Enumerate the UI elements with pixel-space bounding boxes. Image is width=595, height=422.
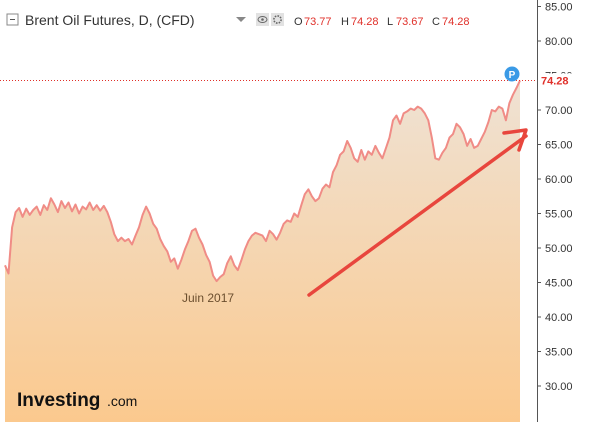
y-tick-label: 85.00	[545, 2, 573, 14]
ohlc-close-label: C	[432, 16, 440, 28]
gear-icon	[273, 15, 282, 24]
y-tick-label: 65.00	[545, 140, 573, 152]
logo-text: Investing	[17, 390, 100, 411]
trend-arrow	[307, 128, 528, 297]
y-tick-label: 70.00	[545, 105, 573, 117]
price-area	[5, 80, 520, 422]
annotation-label: Juin 2017	[182, 291, 234, 305]
chart-header: Brent Oil Futures, D, (CFD) O 73.77 H 74…	[6, 12, 470, 28]
last-price-value: 74.28	[541, 75, 569, 87]
ohlc-open-label: O	[294, 16, 303, 28]
ohlc-readout: O 73.77 H 74.28 L 73.67 C 74.28	[294, 16, 470, 28]
logo-suffix: .com	[107, 393, 137, 409]
y-tick-label: 35.00	[545, 347, 573, 359]
last-price-badge: 74.28	[538, 73, 573, 88]
eye-icon	[257, 16, 268, 23]
y-tick-label: 40.00	[545, 312, 573, 324]
y-tick-label: 50.00	[545, 243, 573, 255]
ohlc-high-value: 74.28	[351, 16, 379, 28]
y-tick-label: 80.00	[545, 36, 573, 48]
investing-logo: Investing .com	[17, 390, 137, 411]
price-line	[4, 80, 521, 283]
ohlc-low-label: L	[387, 16, 393, 28]
settings-button[interactable]	[271, 13, 284, 26]
ohlc-close-value: 74.28	[442, 16, 470, 28]
y-tick-label: 30.00	[545, 381, 573, 393]
y-tick-label: 55.00	[545, 209, 573, 221]
chevron-down-icon[interactable]	[236, 17, 246, 22]
marker-label: P	[509, 70, 516, 81]
y-tick-label: 60.00	[545, 174, 573, 186]
y-axis: 30.00 35.00 40.00 45.00 50.00 55.00 60.00 65.00…	[537, 2, 573, 393]
ohlc-open-value: 73.77	[304, 16, 332, 28]
ohlc-low-value: 73.67	[396, 16, 424, 28]
marker-p[interactable]: P	[504, 66, 520, 82]
ohlc-high-label: H	[341, 16, 349, 28]
chart-title: Brent Oil Futures, D, (CFD)	[25, 12, 195, 28]
y-tick-label: 45.00	[545, 278, 573, 290]
